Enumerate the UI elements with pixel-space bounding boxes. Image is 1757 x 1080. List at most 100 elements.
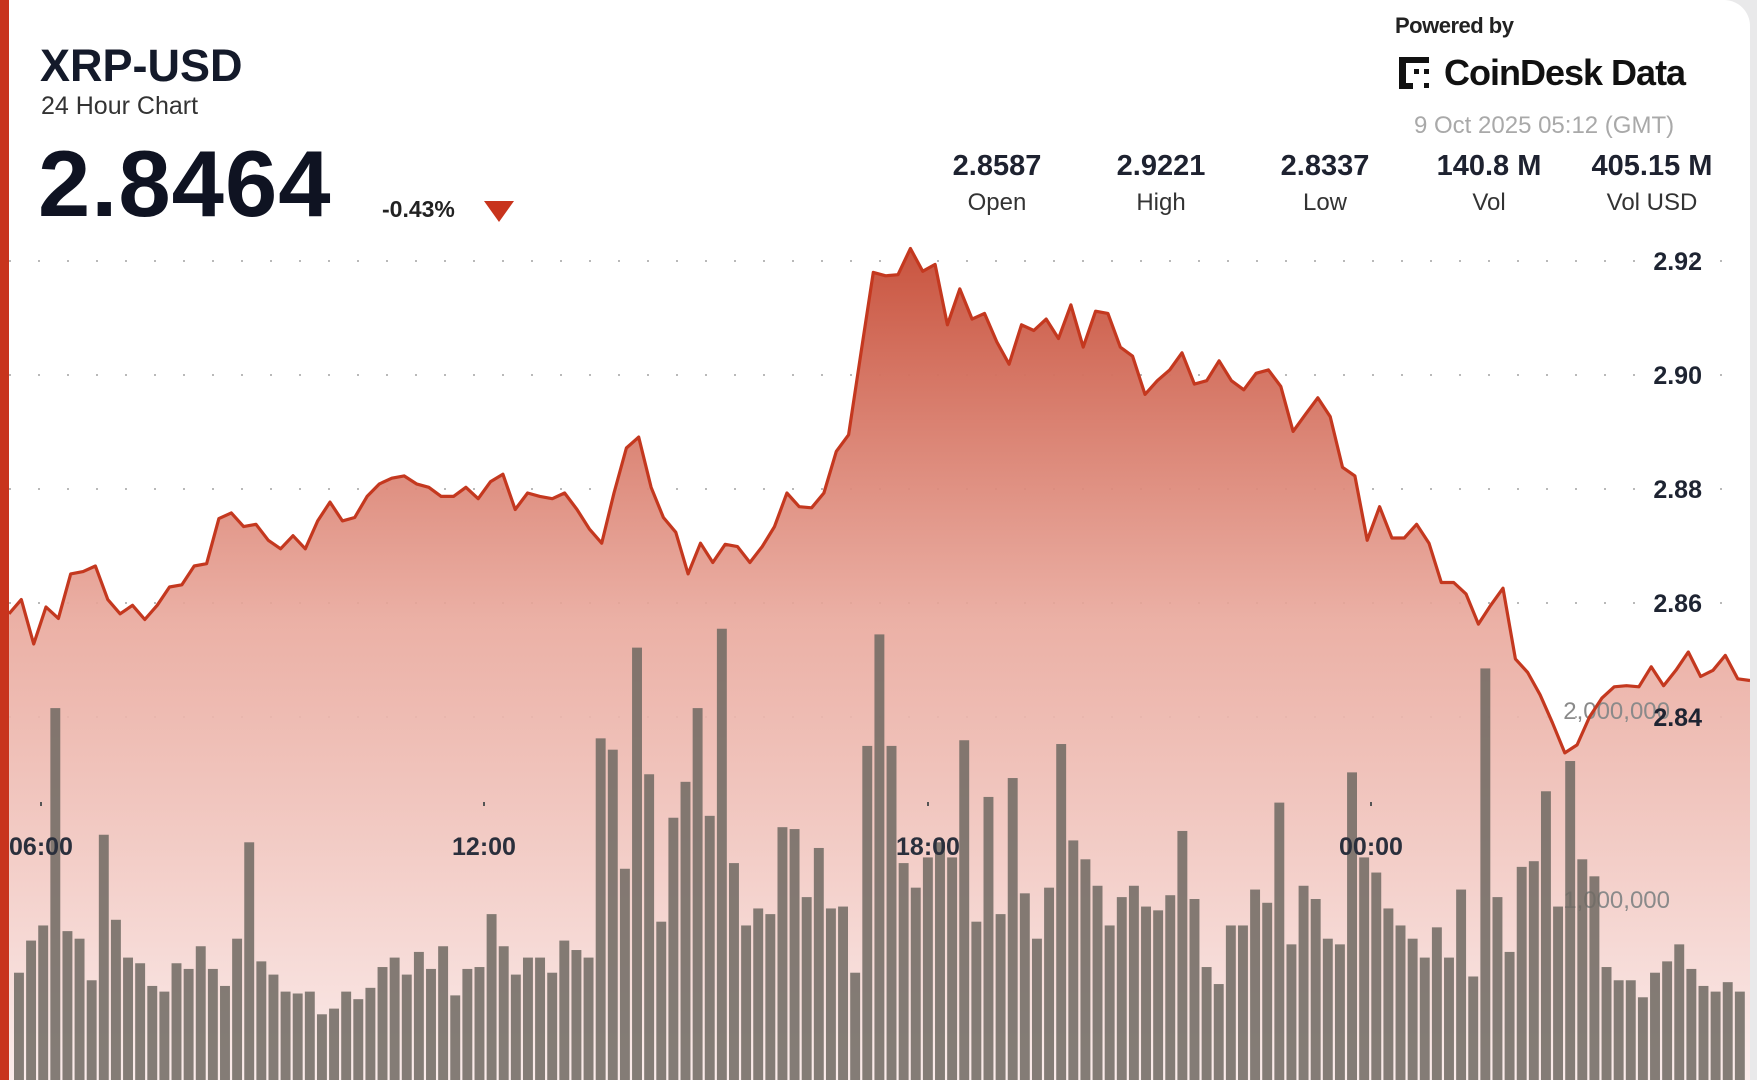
volume-bar — [607, 749, 618, 1080]
volume-bar — [510, 974, 521, 1080]
volume-bar — [74, 938, 85, 1080]
volume-bar — [86, 980, 97, 1080]
volume-bar — [1528, 861, 1539, 1080]
volume-bar — [1601, 967, 1612, 1080]
volume-bar — [644, 774, 655, 1080]
volume-bar — [910, 887, 921, 1080]
volume-bar — [1031, 938, 1042, 1080]
time-axis-label: 00:00 — [1339, 833, 1403, 861]
volume-bar — [1686, 968, 1697, 1080]
volume-bar — [1492, 897, 1503, 1080]
stat-label: Vol USD — [1606, 189, 1698, 216]
volume-bar — [1177, 830, 1188, 1080]
down-triangle-icon — [484, 201, 514, 222]
price-change: -0.43% — [382, 196, 455, 222]
time-axis-label: 18:00 — [896, 833, 960, 861]
volume-bar — [220, 985, 230, 1080]
volume-bar — [1056, 744, 1067, 1080]
coindesk-logo-icon — [1399, 57, 1429, 89]
volume-bar — [922, 857, 933, 1080]
volume-bar — [1141, 906, 1151, 1080]
volume-bar — [571, 950, 582, 1080]
volume-bar — [280, 991, 291, 1080]
volume-bar — [898, 863, 909, 1080]
volume-bar — [619, 868, 630, 1080]
logo-text: CoinDesk Data — [1444, 52, 1686, 93]
volume-bar — [886, 745, 897, 1080]
volume-bar — [789, 829, 800, 1080]
volume-bar — [413, 951, 424, 1080]
volume-bar — [316, 1014, 327, 1080]
volume-bar — [959, 740, 970, 1080]
volume-bar — [1431, 927, 1442, 1080]
volume-bar — [401, 974, 412, 1080]
volume-bar — [838, 906, 849, 1080]
volume-bar — [1650, 972, 1660, 1080]
price-axis-label: 2.90 — [1653, 362, 1702, 390]
volume-bar — [232, 938, 243, 1080]
volume-bar — [1310, 899, 1321, 1080]
volume-bar — [1589, 876, 1600, 1080]
volume-bar — [1553, 906, 1564, 1080]
volume-bar — [256, 961, 267, 1080]
current-price: 2.8464 — [38, 131, 332, 236]
volume-bar — [462, 968, 473, 1080]
volume-bar — [595, 738, 606, 1080]
volume-bar — [1128, 885, 1139, 1080]
volume-bar — [1165, 895, 1176, 1080]
volume-bar — [1201, 967, 1212, 1080]
volume-bar — [716, 628, 727, 1080]
volume-bar — [801, 897, 812, 1080]
volume-bar — [1662, 961, 1673, 1080]
volume-bar — [98, 834, 109, 1080]
volume-bar — [704, 815, 715, 1080]
volume-bar — [1540, 791, 1551, 1080]
volume-axis-label: 2,000,000 — [1563, 698, 1670, 725]
volume-bar — [850, 972, 861, 1080]
stat-open: 2.8587 Open — [917, 150, 1077, 217]
stat-value: 2.8337 — [1280, 150, 1370, 182]
volume-bar — [147, 985, 158, 1080]
volume-bar — [535, 957, 546, 1080]
volume-bar — [874, 634, 885, 1080]
volume-bar — [1710, 991, 1721, 1080]
volume-bar — [935, 842, 945, 1080]
volume-bar — [753, 908, 764, 1080]
volume-bar — [50, 708, 61, 1080]
volume-bar — [438, 946, 449, 1080]
volume-bar — [1516, 866, 1527, 1080]
volume-bar — [304, 991, 315, 1080]
left-accent-bar — [0, 0, 9, 1080]
volume-bar — [377, 967, 388, 1080]
price-axis-label: 2.86 — [1653, 590, 1702, 618]
volume-bar — [26, 940, 37, 1080]
volume-bar — [195, 946, 206, 1080]
volume-bar — [1068, 840, 1079, 1080]
volume-bar — [947, 857, 958, 1080]
price-axis-label: 2.88 — [1653, 476, 1702, 504]
volume-bar — [983, 796, 994, 1080]
volume-bar — [110, 919, 121, 1080]
pair-title: XRP-USD — [40, 40, 243, 91]
volume-bar — [1674, 944, 1685, 1080]
volume-bar — [389, 957, 400, 1080]
volume-bar — [1116, 897, 1127, 1080]
volume-bar — [1444, 957, 1454, 1080]
volume-bar — [62, 931, 73, 1080]
volume-bar — [426, 968, 436, 1080]
volume-bar — [353, 999, 364, 1080]
volume-bar — [1613, 980, 1624, 1080]
stat-vol-usd: 405.15 M Vol USD — [1572, 150, 1732, 217]
stat-value: 405.15 M — [1591, 150, 1713, 182]
volume-bar — [765, 914, 776, 1080]
volume-bar — [1419, 957, 1430, 1080]
volume-bar — [1359, 857, 1370, 1080]
volume-bar — [741, 925, 752, 1080]
volume-bar — [559, 940, 570, 1080]
volume-bar — [522, 957, 533, 1080]
volume-bar — [123, 957, 133, 1080]
volume-bar — [474, 967, 485, 1080]
volume-bar — [38, 925, 49, 1080]
volume-bar — [450, 995, 461, 1080]
